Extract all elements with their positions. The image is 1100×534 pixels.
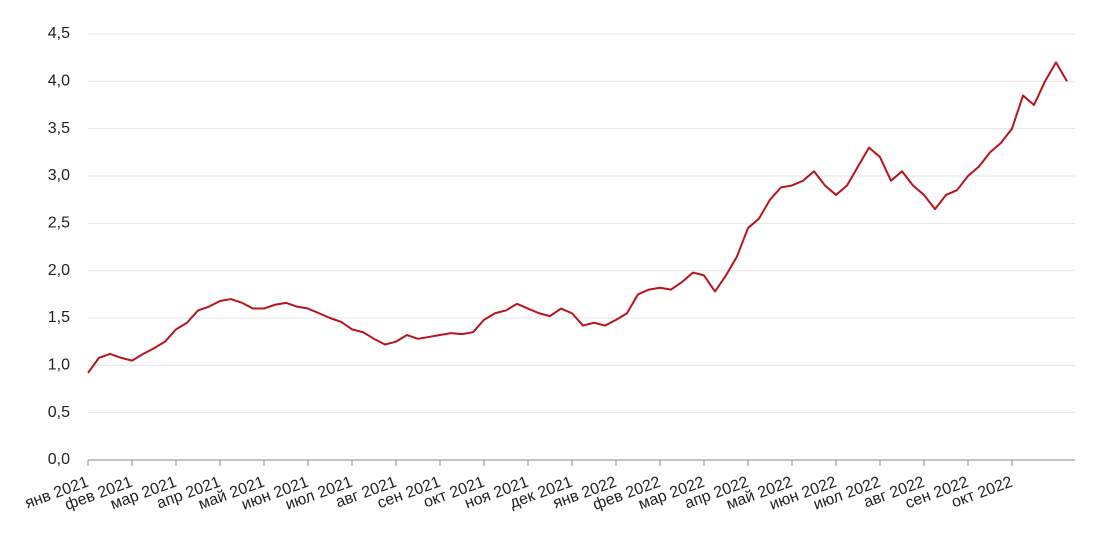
data-line <box>87 61 1068 374</box>
y-tick-label: 1,0 <box>48 357 70 374</box>
y-tick-label: 2,0 <box>48 262 70 279</box>
y-tick-label: 4,5 <box>48 25 70 42</box>
y-tick-label: 1,5 <box>48 309 70 326</box>
y-tick-label: 3,5 <box>48 120 70 137</box>
y-tick-label: 2,5 <box>48 215 70 232</box>
y-tick-label: 4,0 <box>48 73 70 90</box>
y-tick-label: 0,0 <box>48 451 70 468</box>
y-tick-label: 0,5 <box>48 404 70 421</box>
y-tick-label: 3,0 <box>48 167 70 184</box>
